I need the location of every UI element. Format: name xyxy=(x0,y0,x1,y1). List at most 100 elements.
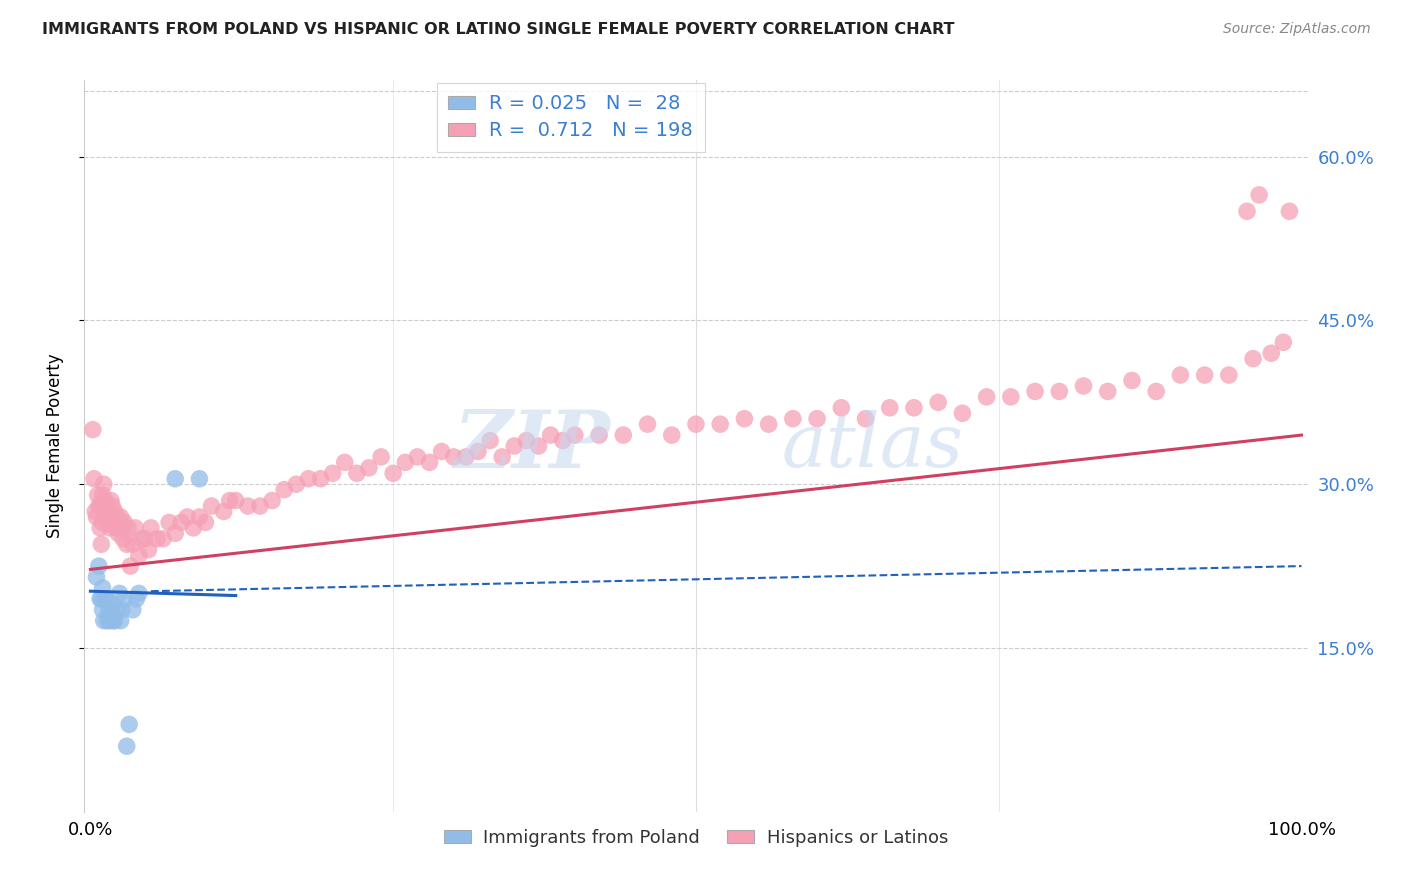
Point xyxy=(855,411,877,425)
Point xyxy=(806,411,828,425)
Point xyxy=(104,504,127,518)
Point xyxy=(236,499,259,513)
Point xyxy=(1073,379,1095,393)
Point xyxy=(152,532,174,546)
Y-axis label: Single Female Poverty: Single Female Poverty xyxy=(45,354,63,538)
Point xyxy=(1278,204,1301,219)
Point xyxy=(1144,384,1167,399)
Point xyxy=(111,521,134,535)
Point xyxy=(903,401,925,415)
Point xyxy=(212,504,235,518)
Point xyxy=(98,614,121,628)
Point xyxy=(322,467,344,481)
Point xyxy=(121,603,143,617)
Point xyxy=(976,390,998,404)
Point xyxy=(782,411,804,425)
Point xyxy=(564,428,586,442)
Point xyxy=(418,455,440,469)
Point xyxy=(112,532,135,546)
Point xyxy=(139,521,162,535)
Point xyxy=(249,499,271,513)
Point xyxy=(84,504,107,518)
Point xyxy=(952,406,974,420)
Point xyxy=(551,434,574,448)
Point xyxy=(733,411,755,425)
Point xyxy=(1260,346,1282,360)
Point xyxy=(96,614,118,628)
Point xyxy=(120,559,142,574)
Point xyxy=(104,614,127,628)
Point xyxy=(86,570,108,584)
Point xyxy=(157,516,180,530)
Point xyxy=(115,537,138,551)
Point xyxy=(170,516,193,530)
Point xyxy=(103,516,125,530)
Point xyxy=(89,521,111,535)
Point xyxy=(97,504,120,518)
Point xyxy=(879,401,901,415)
Point xyxy=(115,739,138,754)
Point xyxy=(90,591,112,606)
Point xyxy=(1236,204,1258,219)
Point xyxy=(1097,384,1119,399)
Point xyxy=(128,586,150,600)
Point xyxy=(138,542,160,557)
Point xyxy=(128,548,150,562)
Point xyxy=(86,488,108,502)
Point xyxy=(89,591,111,606)
Point xyxy=(91,581,114,595)
Point xyxy=(443,450,465,464)
Point xyxy=(87,559,110,574)
Point xyxy=(82,423,104,437)
Point xyxy=(110,510,132,524)
Point xyxy=(297,472,319,486)
Point xyxy=(1047,384,1070,399)
Point xyxy=(540,428,562,442)
Point xyxy=(194,516,217,530)
Point xyxy=(124,521,146,535)
Point xyxy=(103,614,125,628)
Point xyxy=(454,450,477,464)
Point xyxy=(94,493,117,508)
Point xyxy=(146,532,169,546)
Point xyxy=(112,516,135,530)
Point xyxy=(86,510,108,524)
Legend: Immigrants from Poland, Hispanics or Latinos: Immigrants from Poland, Hispanics or Lat… xyxy=(436,822,956,854)
Point xyxy=(927,395,949,409)
Point xyxy=(98,521,121,535)
Point xyxy=(90,537,112,551)
Point xyxy=(503,439,526,453)
Point xyxy=(100,603,122,617)
Point xyxy=(225,493,247,508)
Point xyxy=(394,455,416,469)
Point xyxy=(333,455,356,469)
Point xyxy=(1241,351,1264,366)
Point xyxy=(637,417,659,432)
Point xyxy=(1170,368,1192,382)
Point xyxy=(200,499,222,513)
Point xyxy=(93,477,115,491)
Point xyxy=(188,472,211,486)
Point xyxy=(121,537,143,551)
Point xyxy=(129,532,152,546)
Point xyxy=(118,717,141,731)
Text: Source: ZipAtlas.com: Source: ZipAtlas.com xyxy=(1223,22,1371,37)
Point xyxy=(1194,368,1216,382)
Point xyxy=(96,591,118,606)
Point xyxy=(406,450,429,464)
Point xyxy=(96,504,118,518)
Point xyxy=(357,460,380,475)
Point xyxy=(285,477,308,491)
Point xyxy=(479,434,502,448)
Point xyxy=(1024,384,1046,399)
Point xyxy=(83,472,105,486)
Point xyxy=(527,439,550,453)
Point xyxy=(612,428,634,442)
Point xyxy=(370,450,392,464)
Point xyxy=(100,493,122,508)
Point xyxy=(94,591,117,606)
Point xyxy=(218,493,240,508)
Point xyxy=(108,586,131,600)
Text: IMMIGRANTS FROM POLAND VS HISPANIC OR LATINO SINGLE FEMALE POVERTY CORRELATION C: IMMIGRANTS FROM POLAND VS HISPANIC OR LA… xyxy=(42,22,955,37)
Point xyxy=(188,510,211,524)
